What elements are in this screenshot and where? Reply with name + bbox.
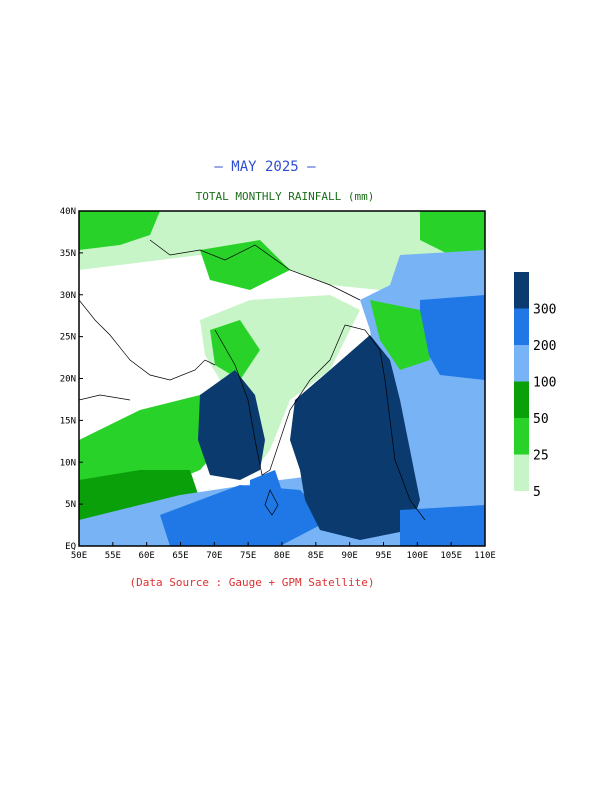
x-tick-label: 55E (105, 551, 121, 561)
y-tick-label: 5N (65, 500, 76, 510)
rain-zone-indonesia-blue (400, 505, 485, 546)
y-tick-label: EQ (65, 542, 76, 552)
y-tick-label: 35N (60, 249, 76, 259)
rain-zone-himalaya-green (200, 240, 290, 290)
rain-zone-ne-green (420, 211, 485, 255)
border-line (149, 239, 361, 301)
legend-swatch (514, 272, 529, 309)
legend-label: 25 (533, 449, 549, 464)
rain-zone-nw-green (79, 211, 160, 250)
rain-core-arabian-sea (198, 370, 265, 480)
rain-zone-north-light (79, 211, 485, 300)
y-tick-label: 20N (60, 375, 76, 385)
map-title: — MAY 2025 — (214, 159, 316, 175)
sri-lanka-coast (264, 489, 279, 516)
arabia-coast (79, 299, 216, 381)
x-axis: 50E 55E 60E 65E 70E 75E 80E 85E 90E 95E 100E 105E 11… (71, 542, 496, 561)
x-tick-label: 95E (375, 551, 391, 561)
x-tick-label: 110E (474, 551, 496, 561)
india-coast (214, 324, 346, 476)
x-tick-label: 75E (240, 551, 256, 561)
legend-label: 100 (533, 376, 556, 391)
x-tick-label: 60E (139, 551, 155, 561)
x-tick-label: 85E (308, 551, 324, 561)
legend-label: 50 (533, 412, 549, 427)
legend-label: 5 (533, 485, 541, 500)
x-tick-label: 100E (406, 551, 428, 561)
legend-swatch (514, 381, 529, 418)
data-source-note: (Data Source : Gauge + GPM Satellite) (129, 576, 375, 589)
x-tick-label: 70E (206, 551, 222, 561)
coastlines (79, 239, 426, 521)
rain-zone-south-china-blue (420, 295, 485, 380)
x-tick-label: 50E (71, 551, 87, 561)
rainfall-field (79, 211, 485, 546)
rain-core-bay-of-bengal (290, 335, 420, 540)
legend-label: 300 (533, 303, 556, 318)
x-tick-label: 80E (274, 551, 290, 561)
x-tick-label: 90E (342, 551, 358, 561)
y-tick-label: 10N (60, 458, 76, 468)
y-tick-label: 15N (60, 416, 76, 426)
rain-zone-india-west-green (210, 320, 260, 380)
legend-swatch (514, 345, 529, 382)
rain-zone-myanmar-green (370, 300, 430, 370)
x-tick-label: 105E (440, 551, 462, 561)
myanmar-coast (344, 324, 426, 521)
rain-zone-equatorial-blue (160, 485, 330, 546)
africa-horn-coast (79, 394, 131, 401)
y-tick-label: 25N (60, 333, 76, 343)
x-tick-label: 65E (172, 551, 188, 561)
legend-swatch (514, 308, 529, 345)
y-tick-label: 30N (60, 291, 76, 301)
legend-swatch (514, 418, 529, 455)
legend-label: 200 (533, 339, 556, 354)
legend-swatch (514, 454, 529, 491)
y-tick-label: 40N (60, 207, 76, 217)
rain-zone-arabian-sea-green (79, 380, 235, 500)
map-subtitle: TOTAL MONTHLY RAINFALL (mm) (195, 190, 375, 203)
y-axis: EQ 5N 10N 15N 20N 25N 30N 35N 40N (60, 207, 83, 552)
color-legend: 5 25 50 100 200 300 (514, 272, 556, 500)
